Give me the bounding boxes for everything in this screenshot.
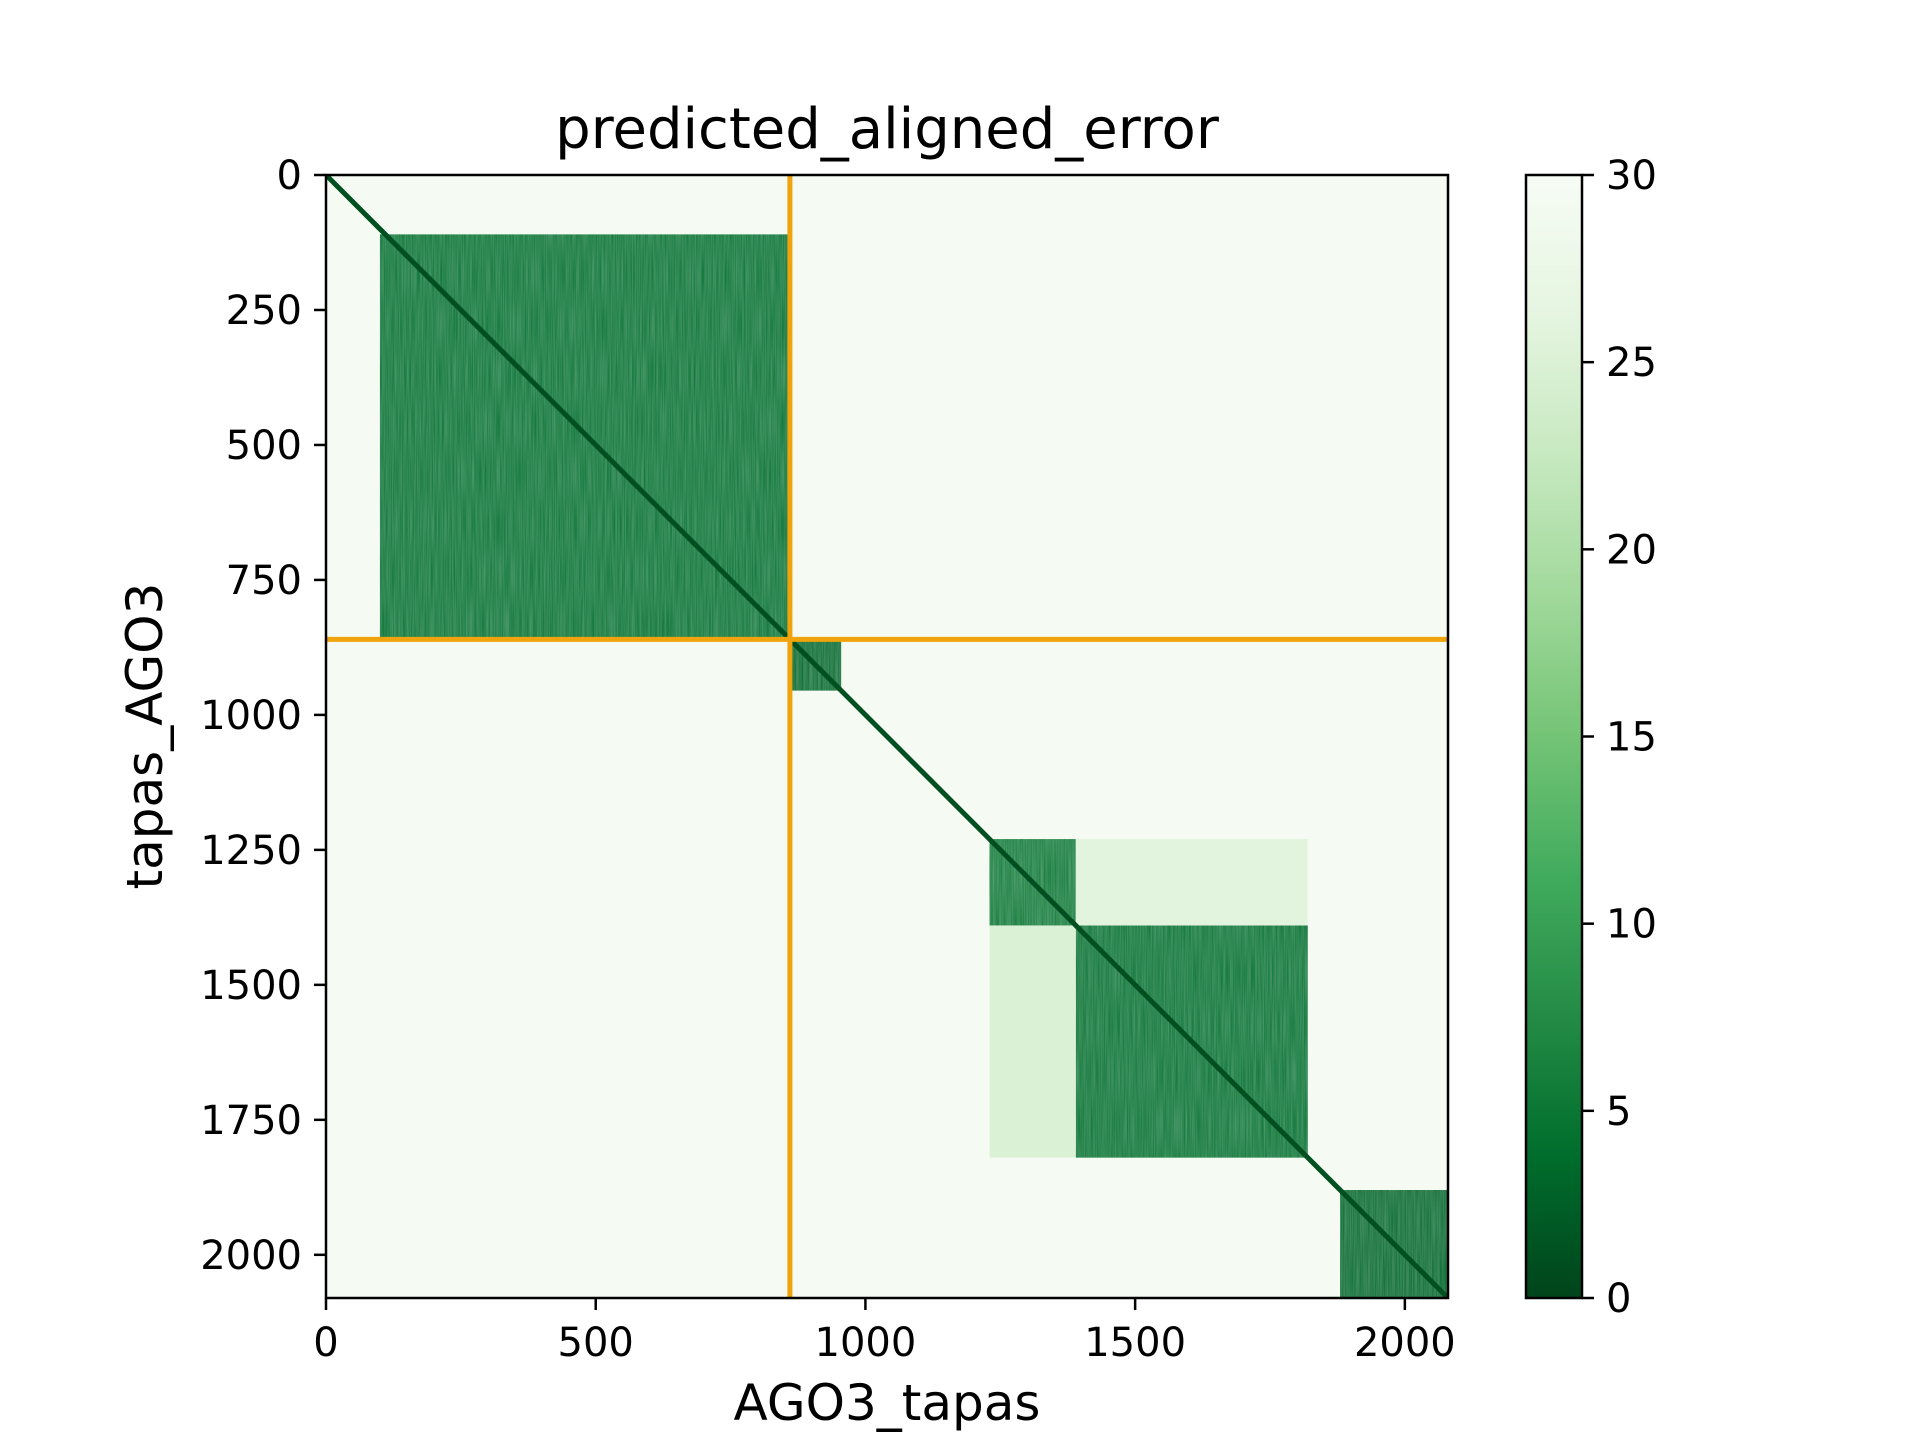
colorbar-tick-label: 20 <box>1606 527 1657 573</box>
y-tick-label: 1250 <box>200 828 302 874</box>
y-axis-title: tapas_AGO3 <box>116 583 174 890</box>
heatmap-block-7 <box>989 925 1076 1158</box>
heatmap-area <box>326 175 1448 1298</box>
heatmap-diagonal <box>326 175 1448 1298</box>
colorbar-tick-label: 10 <box>1606 902 1657 948</box>
chart-title: predicted_aligned_error <box>555 97 1220 162</box>
x-axis: 0 500 1000 1500 2000 <box>313 1298 1456 1366</box>
colorbar-tick-label: 25 <box>1606 340 1657 386</box>
plot-frame <box>324 173 1450 1300</box>
x-tick-label: 0 <box>313 1320 338 1366</box>
x-tick-label: 1000 <box>815 1320 917 1366</box>
colorbar <box>1524 173 1584 1300</box>
y-tick-label: 1000 <box>200 693 302 739</box>
colorbar-tick-label: 5 <box>1606 1089 1631 1135</box>
y-tick-label: 500 <box>226 423 302 469</box>
colorbar-tick-label: 15 <box>1606 715 1657 761</box>
x-axis-title: AGO3_tapas <box>734 1374 1041 1432</box>
y-tick-label: 2000 <box>200 1233 302 1279</box>
colorbar-tick-label: 30 <box>1606 153 1657 199</box>
y-axis: 0 250 500 750 1000 1250 1500 1750 2000 <box>200 153 326 1279</box>
y-tick-label: 1500 <box>200 963 302 1009</box>
colorbar-tick-label: 0 <box>1606 1276 1631 1322</box>
x-tick-label: 1500 <box>1084 1320 1186 1366</box>
colorbar-axis: 0 5 10 15 20 25 30 <box>1582 153 1657 1322</box>
y-tick-label: 750 <box>226 558 302 604</box>
y-tick-label: 250 <box>226 288 302 334</box>
x-tick-label: 2000 <box>1354 1320 1456 1366</box>
heatmap-block-6 <box>1075 839 1308 926</box>
y-tick-label: 1750 <box>200 1098 302 1144</box>
x-tick-label: 500 <box>558 1320 634 1366</box>
y-tick-label: 0 <box>277 153 302 199</box>
